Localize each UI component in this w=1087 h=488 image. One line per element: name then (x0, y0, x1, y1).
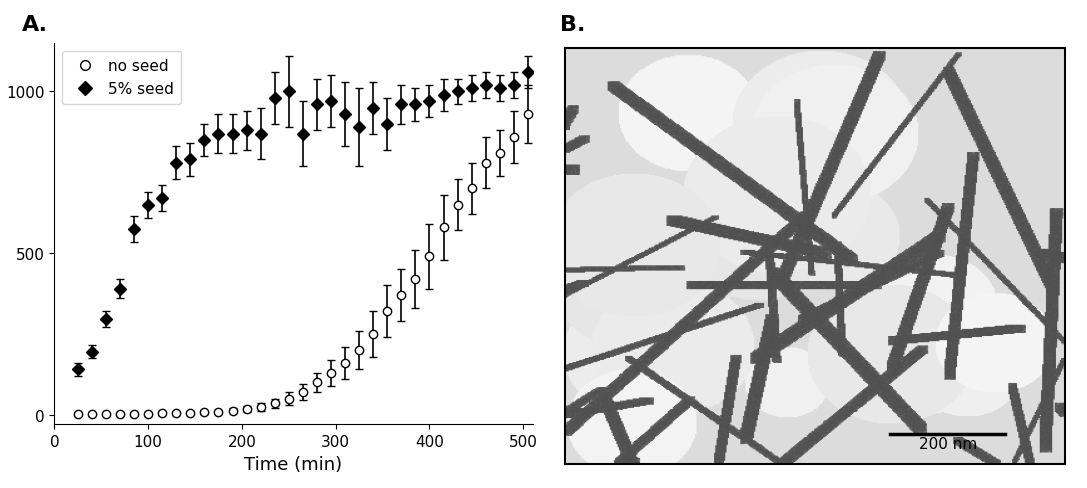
X-axis label: Time (min): Time (min) (245, 455, 342, 473)
Text: B.: B. (560, 15, 585, 35)
Text: 200 nm: 200 nm (919, 436, 977, 451)
Legend: no seed, 5% seed: no seed, 5% seed (62, 52, 182, 104)
Text: A.: A. (22, 15, 48, 35)
